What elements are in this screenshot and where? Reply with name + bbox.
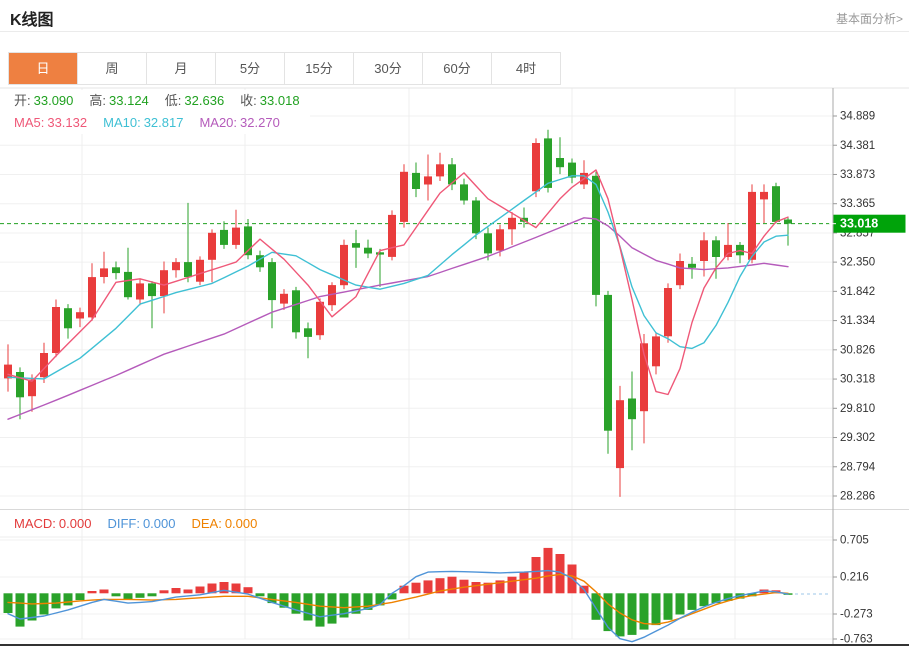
ma10-label: MA10:: [103, 115, 141, 130]
ohlc-open-label: 开:: [14, 93, 31, 108]
svg-text:29.302: 29.302: [840, 432, 875, 444]
timeframe-tab-bar: 日周月 5分 15分 30分 60分 4时: [8, 52, 561, 85]
tab-日[interactable]: 日: [9, 53, 78, 84]
macd-legend: MACD: 0.000 DIFF: 0.000 DEA: 0.000: [0, 514, 273, 534]
tab-5分[interactable]: 5分: [216, 53, 285, 84]
ma20-label: MA20:: [199, 115, 238, 130]
ma-legend: MA5: 33.132 MA10: 32.817 MA20: 32.270: [0, 112, 310, 134]
ma20-value: 32.270: [240, 115, 280, 130]
svg-text:29.810: 29.810: [840, 403, 875, 415]
ohlc-open-value: 33.090: [33, 93, 74, 108]
ohlc-legend: 开: 33.090 高: 33.124 低: 32.636 收: 33.018: [0, 90, 310, 112]
tab-30分[interactable]: 30分: [354, 53, 423, 84]
svg-text:34.381: 34.381: [840, 140, 875, 152]
svg-text:30.826: 30.826: [840, 344, 875, 356]
tab-周[interactable]: 周: [78, 53, 147, 84]
diff-label: DIFF:: [107, 516, 140, 531]
tab-60分[interactable]: 60分: [423, 53, 492, 84]
svg-text:31.842: 31.842: [840, 286, 875, 298]
svg-text:28.794: 28.794: [840, 461, 876, 473]
ohlc-close-label: 收:: [240, 93, 257, 108]
ohlc-low-value: 32.636: [184, 93, 225, 108]
ohlc-low-label: 低:: [164, 93, 182, 108]
svg-text:30.318: 30.318: [840, 374, 875, 386]
svg-text:-0.273: -0.273: [840, 609, 873, 621]
svg-text:32.350: 32.350: [840, 257, 875, 269]
svg-text:0.705: 0.705: [840, 535, 869, 547]
ma5-value: 33.132: [47, 115, 88, 130]
page-title: K线图: [10, 12, 54, 29]
macd-value: 0.000: [58, 516, 92, 531]
ohlc-close-value: 33.018: [259, 93, 300, 108]
macd-label: MACD:: [14, 516, 56, 531]
svg-text:28.286: 28.286: [840, 491, 875, 503]
ohlc-high-value: 33.124: [109, 93, 149, 108]
svg-text:31.334: 31.334: [840, 315, 876, 327]
tab-4时[interactable]: 4时: [515, 61, 537, 76]
svg-text:33.018: 33.018: [840, 216, 878, 230]
diff-value: 0.000: [142, 516, 176, 531]
dea-label: DEA:: [191, 516, 222, 531]
tab-15分[interactable]: 15分: [285, 53, 354, 84]
svg-text:-0.763: -0.763: [840, 634, 873, 646]
svg-text:33.365: 33.365: [840, 198, 875, 210]
ohlc-high-label: 高:: [89, 93, 107, 108]
svg-text:33.873: 33.873: [840, 169, 875, 181]
ma5-label: MA5:: [14, 115, 45, 130]
fundamental-analysis-link[interactable]: 基本面分析>: [835, 12, 903, 26]
dea-value: 0.000: [224, 516, 258, 531]
ma10-value: 32.817: [143, 115, 184, 130]
tab-月[interactable]: 月: [147, 53, 216, 84]
svg-text:34.889: 34.889: [840, 111, 875, 123]
svg-text:0.216: 0.216: [840, 572, 869, 584]
header-divider: [0, 31, 909, 32]
